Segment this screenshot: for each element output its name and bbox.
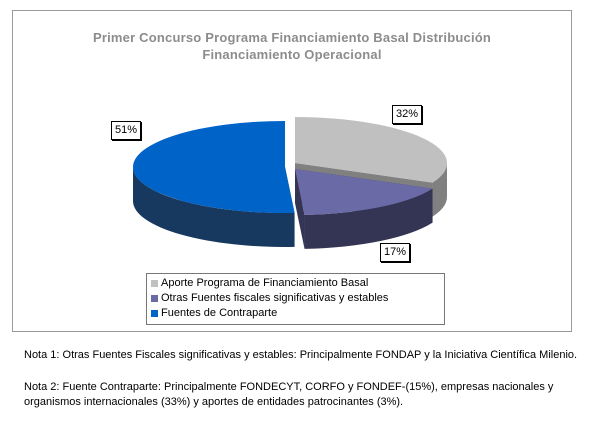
note-2-line-2: organismos internacionales (33%) y aport… [24, 396, 404, 408]
data-label-otras-fuentes: 17% [380, 243, 411, 262]
legend-label: Fuentes de Contraparte [161, 307, 278, 319]
pie-slice [295, 117, 447, 183]
note-1: Nota 1: Otras Fuentes Fiscales significa… [24, 349, 578, 361]
pie-slice-side [133, 167, 295, 247]
pie-chart [132, 117, 447, 249]
legend-label: Aporte Programa de Financiamiento Basal [161, 277, 369, 289]
legend-item: Otras Fuentes fiscales significativas y … [151, 291, 444, 306]
legend-label: Otras Fuentes fiscales significativas y … [161, 292, 389, 304]
data-label-contraparte: 51% [111, 121, 142, 140]
pie-slice-side [432, 163, 447, 217]
note-2-line-1: Nota 2: Fuente Contraparte: Principalmen… [24, 381, 554, 393]
chart-frame: Primer Concurso Programa Financiamiento … [12, 10, 572, 332]
chart-title-line-1: Primer Concurso Programa Financiamiento … [92, 30, 492, 45]
data-label-aporte-basal: 32% [392, 105, 423, 124]
chart-title: Primer Concurso Programa Financiamiento … [13, 29, 571, 63]
legend-swatch [151, 280, 158, 287]
legend-swatch [151, 310, 158, 317]
legend-swatch [151, 295, 158, 302]
legend-item: Aporte Programa de Financiamiento Basal [151, 276, 444, 291]
pie-slice [295, 169, 433, 215]
chart-legend: Aporte Programa de Financiamiento Basal … [146, 273, 445, 325]
legend-item: Fuentes de Contraparte [151, 306, 444, 321]
chart-title-line-2: Financiamiento Operacional [202, 47, 382, 62]
pie-slice-cut [295, 169, 305, 249]
pie-slice [132, 121, 295, 213]
